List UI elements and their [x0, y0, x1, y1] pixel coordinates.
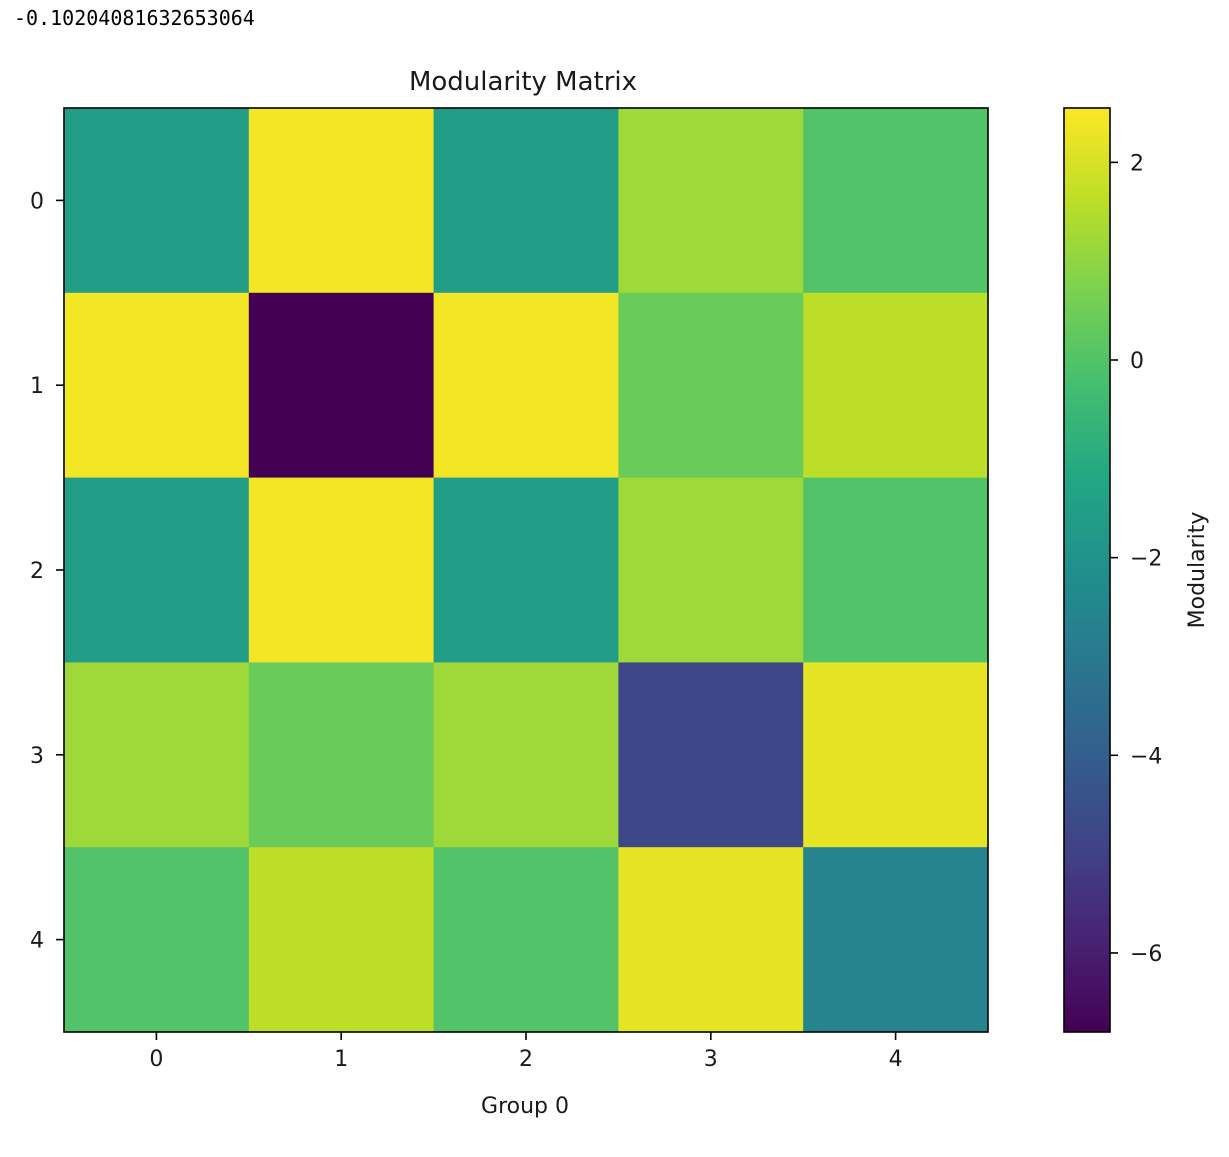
- x-axis-label: Group 0: [481, 1094, 569, 1119]
- x-tick-label: 2: [519, 1047, 533, 1072]
- y-tick-label: 1: [30, 374, 44, 399]
- heatmap-cell: [433, 108, 619, 294]
- y-tick-label: 0: [30, 189, 44, 214]
- heatmap-cell: [248, 108, 435, 294]
- heatmap-cell: [248, 292, 435, 479]
- heatmap-cell: [64, 662, 250, 848]
- heatmap-cell: [433, 477, 619, 663]
- y-tick-label: 4: [30, 929, 44, 954]
- heatmap-cell: [618, 477, 804, 663]
- heatmap-cell: [433, 292, 619, 479]
- heatmap-cell: [803, 662, 989, 848]
- x-tick-label: 4: [889, 1047, 903, 1072]
- heatmap-cell: [618, 108, 804, 294]
- colorbar-tick-label: −6: [1130, 942, 1162, 967]
- heatmap-cell: [248, 847, 435, 1033]
- heatmap-cell: [248, 662, 435, 848]
- x-tick-label: 1: [334, 1047, 348, 1072]
- colorbar-label: Modularity: [1185, 512, 1210, 629]
- y-tick-label: 3: [30, 744, 44, 769]
- heatmap-cell: [64, 847, 250, 1033]
- heatmap-cell: [618, 847, 804, 1033]
- heatmap-cell: [803, 477, 989, 663]
- colorbar-tick-label: 2: [1130, 151, 1144, 176]
- heatmap-cell: [433, 662, 619, 848]
- colorbar-frame: [1063, 107, 1111, 1033]
- heatmap-cell: [64, 108, 250, 294]
- printed-output: -0.10204081632653064: [14, 6, 255, 30]
- x-tick-label: 0: [149, 1047, 163, 1072]
- heatmap-cell: [618, 292, 804, 479]
- heatmap-cell: [803, 292, 989, 479]
- heatmap-cell: [803, 847, 989, 1033]
- heatmap-cell: [64, 477, 250, 663]
- chart-title: Modularity Matrix: [409, 67, 637, 97]
- heatmap-cell: [618, 662, 804, 848]
- colorbar: [1064, 108, 1110, 1032]
- x-tick-label: 3: [704, 1047, 718, 1072]
- colorbar-tick-label: −4: [1130, 744, 1162, 769]
- heatmap-cell: [64, 292, 250, 479]
- heatmap-cell: [248, 477, 435, 663]
- colorbar-tick-label: 0: [1130, 349, 1144, 374]
- heatmap-cell: [803, 108, 989, 294]
- colorbar-tick-label: −2: [1130, 547, 1162, 572]
- y-tick-label: 2: [30, 559, 44, 584]
- heatmap-cell: [433, 847, 619, 1033]
